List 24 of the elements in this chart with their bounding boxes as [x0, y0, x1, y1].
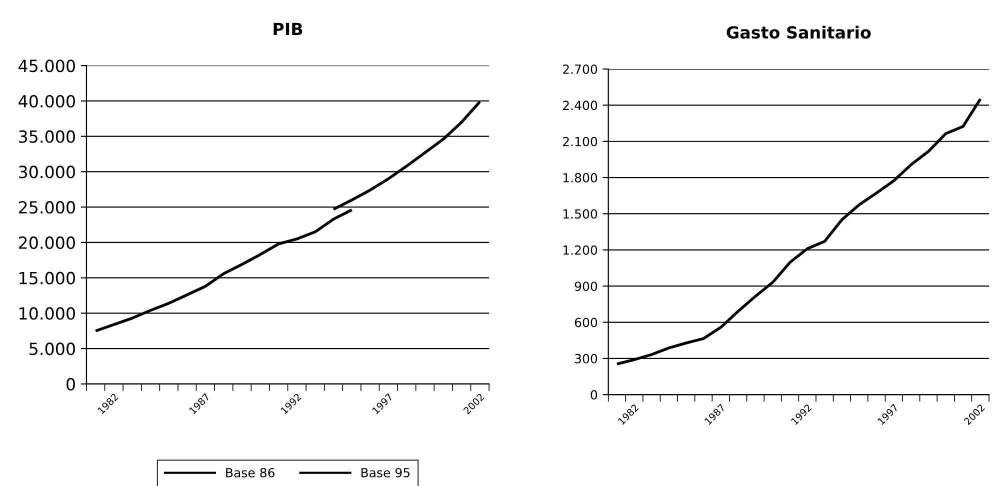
y-tick-label: 35.000 [19, 130, 75, 143]
y-tick-label: 40.000 [18, 94, 75, 108]
y-tick-label: 25.000 [18, 201, 75, 214]
y-tick-label: 2.400 [563, 100, 598, 110]
y-tick-label: 10.000 [20, 307, 75, 320]
legend-label: Base 86 [226, 468, 274, 478]
y-tick-label: 900 [574, 282, 598, 292]
y-tick-label: 1.500 [564, 209, 598, 219]
y-tick-label: 300 [575, 354, 598, 364]
y-tick-label: 45.000 [18, 60, 75, 72]
y-tick-label: 1.800 [564, 173, 598, 182]
legend-label: Base 95 [361, 468, 410, 478]
y-tick-label: 2.100 [563, 136, 598, 146]
y-tick-label: 0 [66, 378, 75, 391]
chart-title: Gasto Sanitario [726, 26, 871, 39]
y-tick-label: 0 [590, 390, 598, 400]
y-tick-label: 15.000 [20, 272, 75, 284]
y-tick-label: 5.000 [30, 342, 75, 356]
chart-title: PIB [274, 22, 302, 36]
y-tick-label: 1.200 [564, 245, 598, 255]
y-tick-label: 30.000 [19, 166, 75, 178]
y-tick-label: 2.700 [563, 64, 598, 74]
y-tick-label: 20.000 [18, 236, 75, 250]
y-tick-label: 600 [574, 318, 598, 328]
